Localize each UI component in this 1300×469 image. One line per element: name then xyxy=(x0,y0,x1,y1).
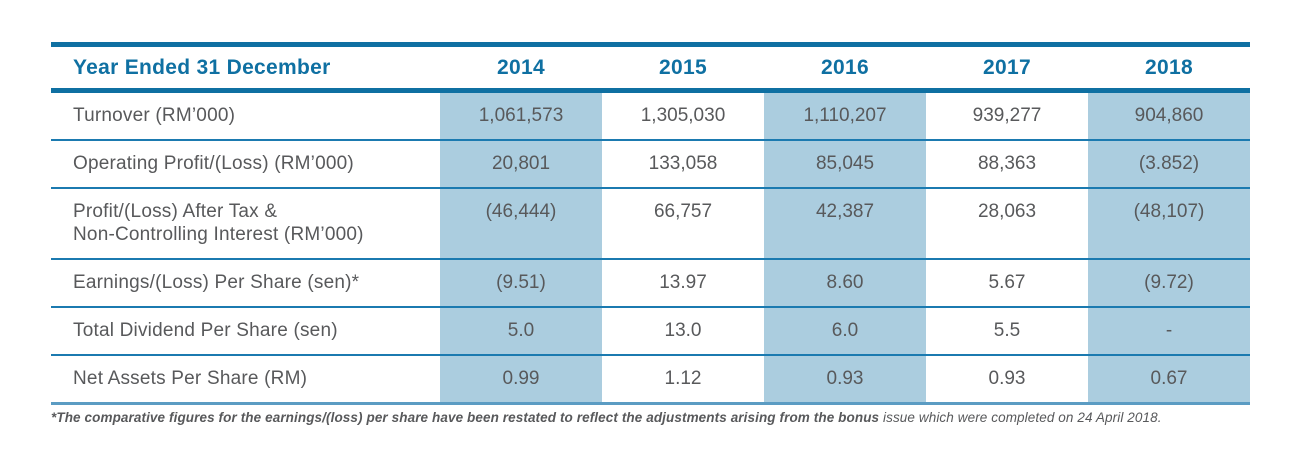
cell-2018: (48,107) xyxy=(1088,188,1250,259)
row-label: Net Assets Per Share (RM) xyxy=(73,368,308,389)
row-label: Operating Profit/(Loss) (RM’000) xyxy=(73,153,354,174)
cell-2014: (46,444) xyxy=(440,188,602,259)
cell-2015: 1.12 xyxy=(664,368,702,389)
cell-2016: 6.0 xyxy=(764,307,926,355)
cell-2018: 0.67 xyxy=(1088,355,1250,404)
cell-2014: (9.51) xyxy=(440,259,602,307)
cell-2018: - xyxy=(1088,307,1250,355)
header-year-2015: 2015 xyxy=(659,55,707,79)
row-label: Profit/(Loss) After Tax & Non-Controllin… xyxy=(73,201,364,245)
table-row-operating-profit: Operating Profit/(Loss) (RM’000) 20,801 … xyxy=(51,140,1250,188)
table-row-earnings-per-share: Earnings/(Loss) Per Share (sen)* (9.51) … xyxy=(51,259,1250,307)
header-label: Year Ended 31 December xyxy=(73,55,331,79)
table-row-turnover: Turnover (RM’000) 1,061,573 1,305,030 1,… xyxy=(51,90,1250,140)
cell-2017: 0.93 xyxy=(988,368,1026,389)
header-year-2014: 2014 xyxy=(497,55,545,79)
footnote: *The comparative figures for the earning… xyxy=(51,410,1261,425)
cell-2015: 133,058 xyxy=(648,153,718,174)
cell-2014: 5.0 xyxy=(440,307,602,355)
cell-2017: 28,063 xyxy=(977,201,1037,222)
cell-2017: 939,277 xyxy=(972,105,1042,126)
financial-highlights-table: Year Ended 31 December 2014 2015 2016 20… xyxy=(51,42,1250,405)
table-row-profit-after-tax: Profit/(Loss) After Tax & Non-Controllin… xyxy=(51,188,1250,259)
cell-2015: 13.97 xyxy=(659,272,707,293)
cell-2014: 1,061,573 xyxy=(440,90,602,140)
header-year-2016: 2016 xyxy=(821,55,869,79)
cell-2014: 0.99 xyxy=(440,355,602,404)
header-year-2017: 2017 xyxy=(983,55,1031,79)
cell-2018: (3.852) xyxy=(1088,140,1250,188)
cell-2016: 42,387 xyxy=(764,188,926,259)
row-label: Total Dividend Per Share (sen) xyxy=(73,320,338,341)
cell-2018: 904,860 xyxy=(1088,90,1250,140)
cell-2016: 1,110,207 xyxy=(764,90,926,140)
footnote-regular-text: issue which were completed on 24 April 2… xyxy=(879,410,1162,425)
row-label: Earnings/(Loss) Per Share (sen)* xyxy=(73,272,360,293)
cell-2015: 66,757 xyxy=(653,201,713,222)
cell-2017: 88,363 xyxy=(977,153,1037,174)
cell-2014: 20,801 xyxy=(440,140,602,188)
row-label: Turnover (RM’000) xyxy=(73,105,236,126)
header-row: Year Ended 31 December 2014 2015 2016 20… xyxy=(51,44,1250,91)
footnote-bold-text: *The comparative figures for the earning… xyxy=(51,410,880,425)
cell-2015: 13.0 xyxy=(664,320,702,341)
cell-2017: 5.67 xyxy=(988,272,1026,293)
cell-2016: 0.93 xyxy=(764,355,926,404)
table-row-net-assets-per-share: Net Assets Per Share (RM) 0.99 1.12 0.93… xyxy=(51,355,1250,404)
cell-2018: (9.72) xyxy=(1088,259,1250,307)
cell-2016: 85,045 xyxy=(764,140,926,188)
table-row-dividend-per-share: Total Dividend Per Share (sen) 5.0 13.0 … xyxy=(51,307,1250,355)
header-year-2018: 2018 xyxy=(1145,55,1193,79)
cell-2015: 1,305,030 xyxy=(640,105,726,126)
cell-2016: 8.60 xyxy=(764,259,926,307)
cell-2017: 5.5 xyxy=(993,320,1021,341)
